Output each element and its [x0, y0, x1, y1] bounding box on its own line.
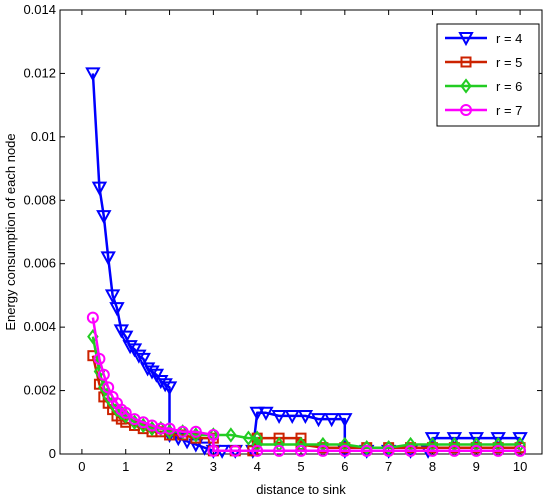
data-point — [164, 429, 176, 441]
x-tick-label: 9 — [473, 459, 480, 474]
data-point — [297, 409, 314, 425]
x-tick-label: 5 — [297, 459, 304, 474]
legend-entry: r = 4 — [445, 31, 522, 47]
legend-marker — [458, 32, 474, 47]
legend: r = 4 r = 5 r = 6 r = 7 — [436, 23, 540, 127]
data-point — [96, 210, 112, 225]
data-point — [424, 432, 441, 447]
x-tick-label: 7 — [385, 459, 392, 474]
data-point — [271, 409, 287, 425]
data-point — [258, 406, 274, 421]
data-point — [189, 425, 202, 438]
data-point — [426, 444, 439, 457]
x-tick-label: 4 — [254, 459, 261, 474]
data-point — [316, 444, 329, 457]
legend-entry: r = 6 — [445, 78, 522, 94]
data-point — [338, 444, 351, 457]
data-point — [100, 251, 116, 266]
data-point — [360, 444, 373, 457]
series-layer — [85, 67, 528, 459]
x-tick-label: 2 — [166, 459, 173, 474]
legend-marker — [460, 78, 472, 94]
data-point — [97, 368, 110, 381]
legend-label: r = 6 — [496, 79, 522, 94]
legend-entry: r = 5 — [445, 55, 522, 70]
data-point — [382, 444, 395, 457]
series-line — [91, 317, 521, 453]
y-tick-label: 0.014 — [23, 2, 56, 17]
data-point — [310, 413, 327, 428]
data-point — [470, 444, 483, 457]
data-point — [249, 406, 265, 421]
data-point — [229, 444, 242, 457]
data-point — [251, 430, 263, 446]
data-point — [207, 444, 220, 457]
data-point — [86, 311, 99, 324]
x-tick-label: 3 — [210, 459, 217, 474]
legend-label: r = 7 — [496, 103, 522, 118]
data-point — [161, 381, 178, 396]
legend-marker — [460, 56, 472, 68]
y-tick-label: 0.008 — [23, 192, 56, 207]
data-point — [468, 432, 484, 447]
data-point — [512, 432, 528, 447]
data-point — [131, 349, 147, 364]
x-tick-label: 8 — [429, 459, 436, 474]
data-point — [446, 432, 463, 447]
legend-marker — [460, 104, 472, 116]
data-point — [109, 302, 125, 317]
x-tick-label: 6 — [341, 459, 348, 474]
data-point — [154, 422, 167, 435]
data-point — [295, 444, 307, 457]
x-tick-label: 10 — [513, 459, 527, 474]
data-point — [135, 352, 151, 367]
data-point — [404, 444, 417, 457]
data-point — [207, 428, 220, 441]
data-point — [323, 413, 340, 428]
data-point — [251, 444, 264, 457]
data-point — [273, 444, 286, 457]
data-point — [242, 430, 255, 446]
data-point — [490, 432, 506, 447]
data-point — [118, 330, 134, 345]
y-tick-label: 0.004 — [23, 319, 56, 334]
x-axis-title: distance to sink — [256, 482, 346, 497]
data-point — [104, 289, 121, 304]
data-point — [91, 181, 108, 196]
y-tick-label: 0.006 — [23, 256, 56, 271]
y-tick-label: 0.01 — [31, 129, 56, 144]
data-point — [102, 381, 115, 394]
data-point — [284, 409, 300, 425]
x-tick-label: 0 — [78, 459, 85, 474]
data-point — [93, 352, 106, 365]
data-point — [144, 365, 160, 380]
y-tick-label: 0.012 — [23, 65, 56, 80]
data-point — [122, 340, 138, 355]
data-point — [273, 432, 285, 444]
legend-entry: r = 7 — [445, 103, 522, 118]
data-point — [448, 444, 461, 457]
x-tick-label: 1 — [122, 459, 129, 474]
data-point — [337, 413, 353, 428]
y-tick-label: 0 — [49, 446, 56, 461]
data-point — [163, 422, 176, 435]
y-axis-title: Energy consumption of each node — [3, 133, 18, 330]
data-point — [190, 432, 202, 444]
data-point — [225, 427, 237, 443]
legend-label: r = 5 — [496, 55, 522, 70]
data-point — [157, 378, 173, 393]
data-point — [514, 444, 527, 457]
y-tick-label: 0.002 — [23, 383, 56, 398]
data-point — [85, 67, 101, 82]
data-point — [119, 406, 132, 419]
data-point — [492, 444, 505, 457]
legend-label: r = 4 — [496, 31, 522, 46]
data-point — [176, 425, 189, 438]
data-point — [295, 432, 307, 444]
y-axis: 0 0.002 0.004 0.006 0.008 0.01 0.012 0.014 — [23, 2, 542, 461]
x-axis: 0 1 2 3 4 5 6 7 8 9 10 — [78, 10, 527, 474]
series-4 — [86, 311, 527, 457]
